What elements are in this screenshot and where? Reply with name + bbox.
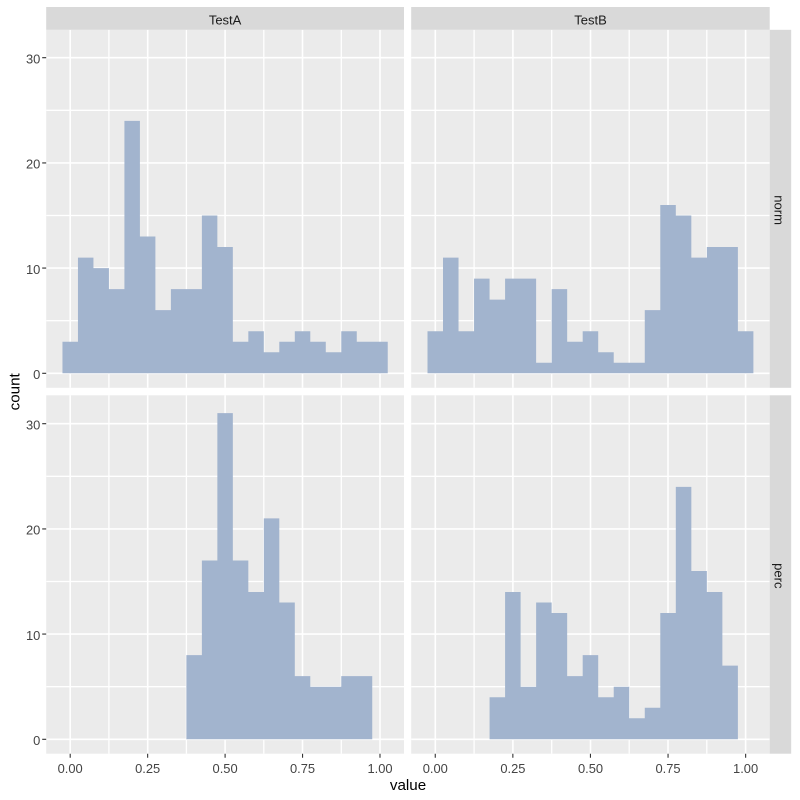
svg-text:20: 20 [26, 157, 40, 172]
svg-text:0.25: 0.25 [500, 761, 525, 776]
svg-text:0.50: 0.50 [578, 761, 603, 776]
svg-text:0.50: 0.50 [213, 761, 238, 776]
svg-text:0: 0 [33, 733, 40, 748]
svg-text:1.00: 1.00 [733, 761, 758, 776]
svg-text:30: 30 [26, 51, 40, 66]
svg-text:perc: perc [772, 563, 787, 589]
svg-text:0.75: 0.75 [655, 761, 680, 776]
svg-text:10: 10 [26, 628, 40, 643]
svg-text:0.75: 0.75 [290, 761, 315, 776]
svg-text:0: 0 [33, 367, 40, 382]
svg-text:20: 20 [26, 523, 40, 538]
svg-text:0.00: 0.00 [58, 761, 83, 776]
svg-text:0.25: 0.25 [135, 761, 160, 776]
svg-text:30: 30 [26, 417, 40, 432]
svg-text:TestA: TestA [209, 13, 242, 28]
svg-text:0.00: 0.00 [423, 761, 448, 776]
svg-text:TestB: TestB [574, 13, 607, 28]
svg-text:norm: norm [772, 195, 787, 225]
svg-text:10: 10 [26, 262, 40, 277]
svg-text:1.00: 1.00 [367, 761, 392, 776]
svg-text:count: count [7, 372, 24, 410]
svg-text:value: value [390, 777, 426, 794]
